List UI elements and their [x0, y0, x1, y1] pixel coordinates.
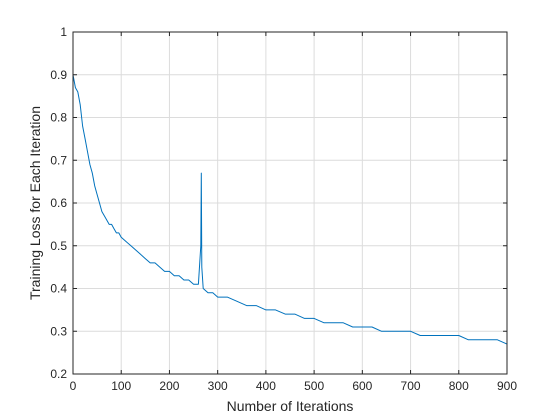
- y-tick-label: 1: [60, 25, 67, 39]
- y-tick-label: 0.5: [50, 239, 67, 253]
- x-tick-label: 0: [70, 379, 77, 393]
- x-tick-label: 700: [401, 379, 421, 393]
- y-tick-label: 0.3: [50, 324, 67, 338]
- y-tick-labels: 0.2 0.3 0.4 0.5 0.6 0.7 0.8 0.9 1: [50, 25, 67, 381]
- y-tick-label: 0.8: [50, 111, 67, 125]
- x-tick-label: 500: [304, 379, 324, 393]
- tick-marks: [72, 31, 508, 375]
- x-tick-label: 900: [497, 379, 517, 393]
- y-tick-label: 0.6: [50, 196, 67, 210]
- x-tick-label: 300: [208, 379, 228, 393]
- y-tick-label: 0.9: [50, 68, 67, 82]
- y-tick-label: 0.4: [50, 282, 67, 296]
- y-tick-label: 0.2: [50, 367, 67, 381]
- x-tick-label: 400: [256, 379, 276, 393]
- loss-series-line: [72, 74, 508, 345]
- x-tick-label: 200: [159, 379, 179, 393]
- x-axis-label: Number of Iterations: [227, 398, 354, 414]
- x-tick-labels: 0 100 200 300 400 500 600 700 800 900: [70, 379, 518, 393]
- y-axis-label: Training Loss for Each Iteration: [27, 106, 43, 300]
- x-tick-label: 800: [449, 379, 469, 393]
- x-tick-label: 100: [111, 379, 131, 393]
- x-tick-label: 600: [352, 379, 372, 393]
- series-group: [72, 74, 508, 345]
- y-tick-label: 0.7: [50, 153, 67, 167]
